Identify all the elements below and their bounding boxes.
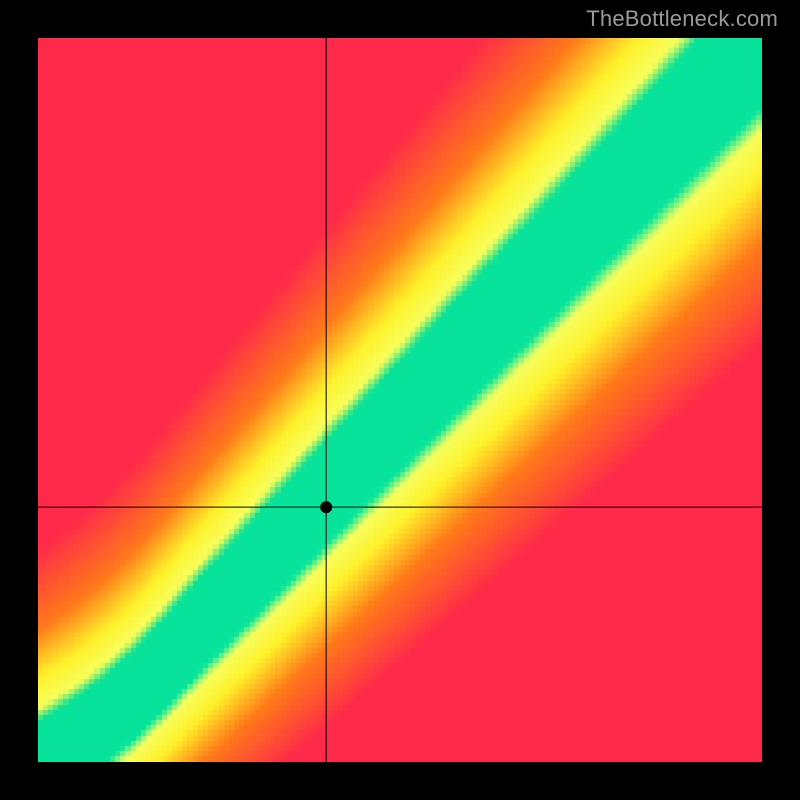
bottleneck-heatmap: [38, 38, 762, 762]
heatmap-canvas: [38, 38, 762, 762]
watermark-text: TheBottleneck.com: [586, 6, 778, 32]
